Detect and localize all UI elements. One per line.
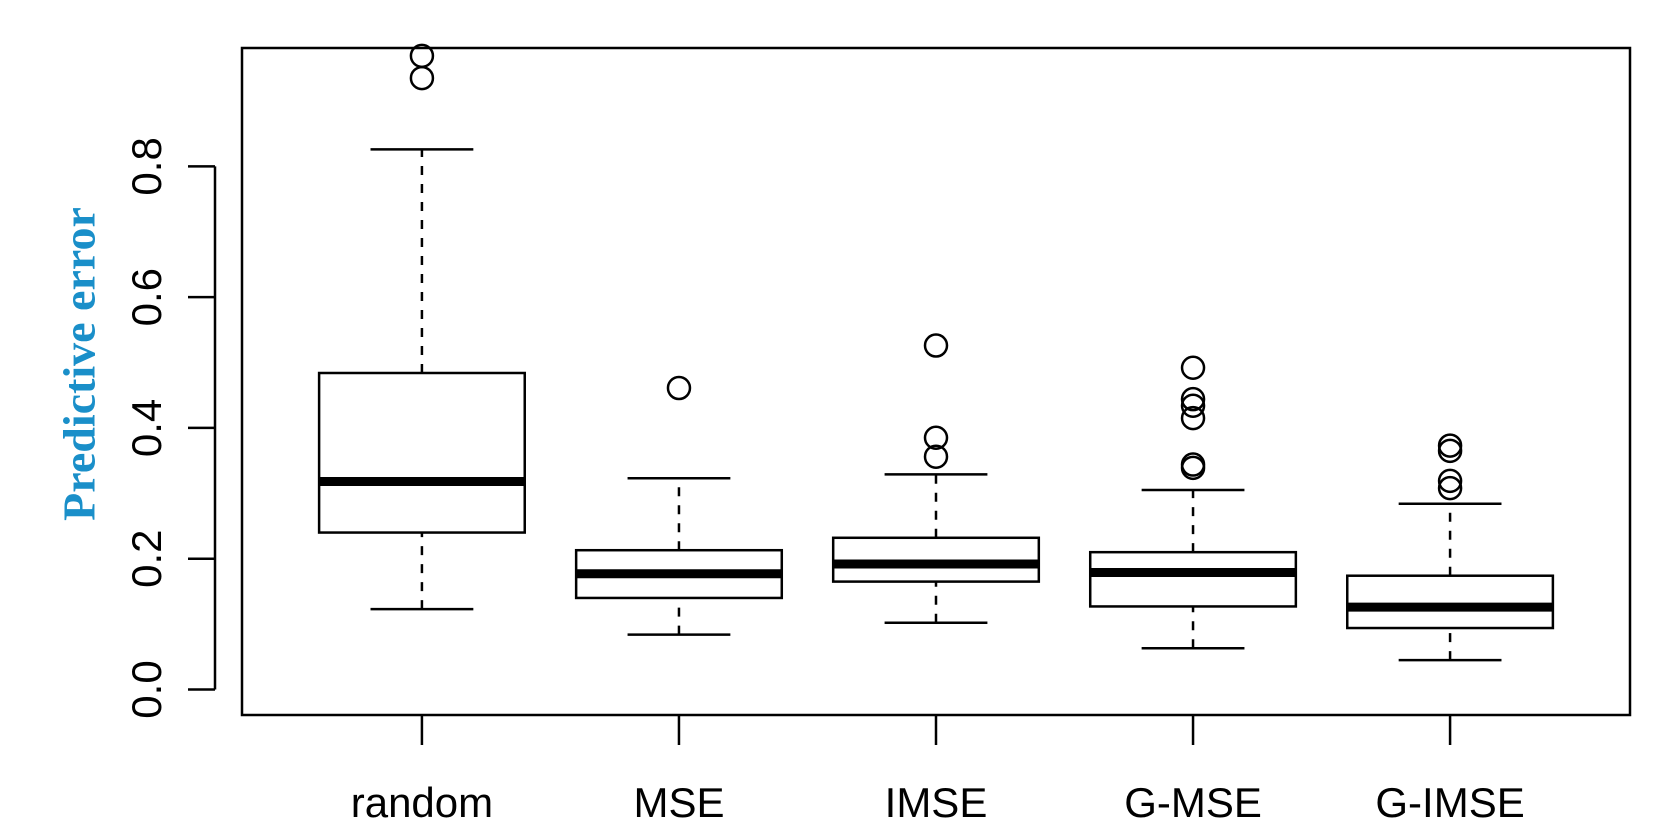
y-tick-label: 0.4 <box>123 399 170 457</box>
y-tick-label: 0.2 <box>123 530 170 588</box>
y-tick-label: 0.6 <box>123 268 170 326</box>
outlier <box>1180 405 1206 431</box>
x-tick-label: G-MSE <box>1124 779 1262 826</box>
x-tick-label: MSE <box>633 779 724 826</box>
outlier <box>923 333 949 358</box>
box <box>317 371 526 534</box>
outlier <box>666 375 692 401</box>
x-tick-label: random <box>351 779 493 826</box>
outlier <box>1437 438 1463 464</box>
box <box>1088 550 1298 608</box>
outlier <box>1180 386 1206 412</box>
outlier <box>923 444 949 469</box>
box <box>1346 574 1555 630</box>
x-tick-label: G-IMSE <box>1375 779 1524 826</box>
outlier <box>1437 433 1463 458</box>
outlier <box>1180 455 1206 481</box>
y-tick-label: 0.8 <box>123 137 170 195</box>
y-tick-label: 0.0 <box>123 660 170 718</box>
outlier <box>1437 475 1463 501</box>
outlier <box>1437 468 1463 494</box>
outlier <box>923 425 949 450</box>
x-tick-label: IMSE <box>885 779 988 826</box>
outlier <box>1180 355 1206 381</box>
outlier <box>409 43 435 69</box>
outlier <box>1180 393 1206 418</box>
y-axis-label: Predictive error <box>54 207 105 521</box>
outlier <box>409 65 435 91</box>
